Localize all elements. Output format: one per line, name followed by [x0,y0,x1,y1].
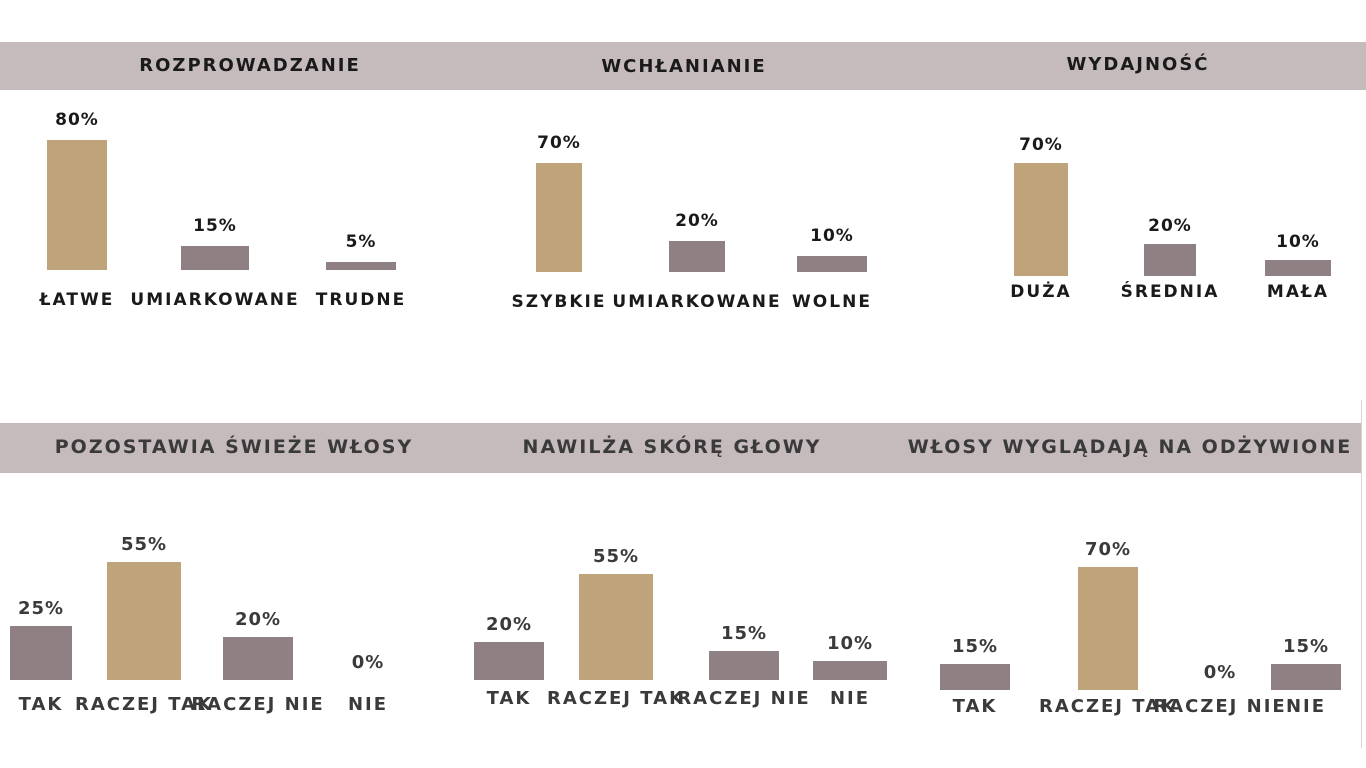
bar-1 [474,642,544,680]
category-label: RACZEJ TAK [1038,696,1178,717]
category-label: TAK [18,694,64,715]
category-label: WOLNE [792,292,872,312]
data-label: 20% [234,609,282,630]
category-label: UMIARKOWANE [612,292,782,312]
chart-title-swieze-wlosy: POZOSTAWIA ŚWIEŻE WŁOSY [54,436,414,458]
chart-title-rozprowadzanie: ROZPROWADZANIE [139,55,361,76]
category-label: ŚREDNIA [1120,282,1220,302]
bar-3 [709,651,779,680]
data-label: 20% [675,211,719,231]
category-label: ŁATWE [39,290,115,310]
category-label: SZYBKIE [511,292,607,312]
bar-4 [1271,664,1341,690]
chart-title-odzywione: WŁOSY WYGLĄDAJĄ NA ODŻYWIONE [907,436,1353,458]
category-label: RACZEJ TAK [546,688,686,709]
data-label: 15% [720,623,768,644]
category-label: NIE [1285,696,1327,717]
category-label: RACZEJ NIE [1153,696,1287,717]
data-label: 15% [193,216,237,236]
data-label: 70% [1019,135,1063,155]
bar-3 [797,256,867,272]
data-label: 10% [826,633,874,654]
data-label: 15% [1282,636,1330,657]
category-label: TAK [952,696,998,717]
category-label: RACZEJ NIE [191,694,325,715]
data-label: 55% [120,534,168,555]
header-band-bottom [0,423,1362,473]
bar-1 [1014,163,1068,276]
bar-2 [579,574,653,680]
data-label: 20% [1148,216,1192,236]
data-label: 20% [485,614,533,635]
data-label: 70% [537,133,581,153]
bar-2 [107,562,181,680]
chart-title-wchlanianie: WCHŁANIANIE [601,56,767,77]
data-label: 15% [951,636,999,657]
bar-3 [1265,260,1331,276]
header-band-top [0,42,1366,90]
data-label: 55% [592,546,640,567]
chart-title-wydajnosc: WYDAJNOŚĆ [1066,54,1210,75]
data-label: 25% [17,598,65,619]
category-label: NIE [347,694,389,715]
data-label: 10% [810,226,854,246]
divider [1361,400,1362,748]
data-label: 0% [351,652,385,673]
bar-2 [669,241,725,272]
data-label: 80% [55,110,99,130]
bar-1 [47,140,107,270]
bar-2 [181,246,249,270]
bar-2 [1078,567,1138,690]
data-label: 0% [1203,662,1237,683]
category-label: UMIARKOWANE [130,290,300,310]
chart-title-nawilza: NAWILŻA SKÓRĘ GŁOWY [522,436,822,458]
category-label: MAŁA [1266,282,1330,302]
category-label: DUŻA [1010,282,1072,302]
category-label: TAK [486,688,532,709]
category-label: NIE [829,688,871,709]
bar-4 [813,661,887,680]
data-label: 10% [1276,232,1320,252]
category-label: TRUDNE [315,290,407,310]
bar-3 [223,637,293,680]
data-label: 70% [1084,539,1132,560]
bar-1 [10,626,72,680]
data-label: 5% [345,232,377,252]
bar-2 [1144,244,1196,276]
category-label: RACZEJ NIE [677,688,811,709]
bar-3 [326,262,396,270]
bar-1 [536,163,582,272]
category-label: RACZEJ TAK [74,694,214,715]
bar-1 [940,664,1010,690]
